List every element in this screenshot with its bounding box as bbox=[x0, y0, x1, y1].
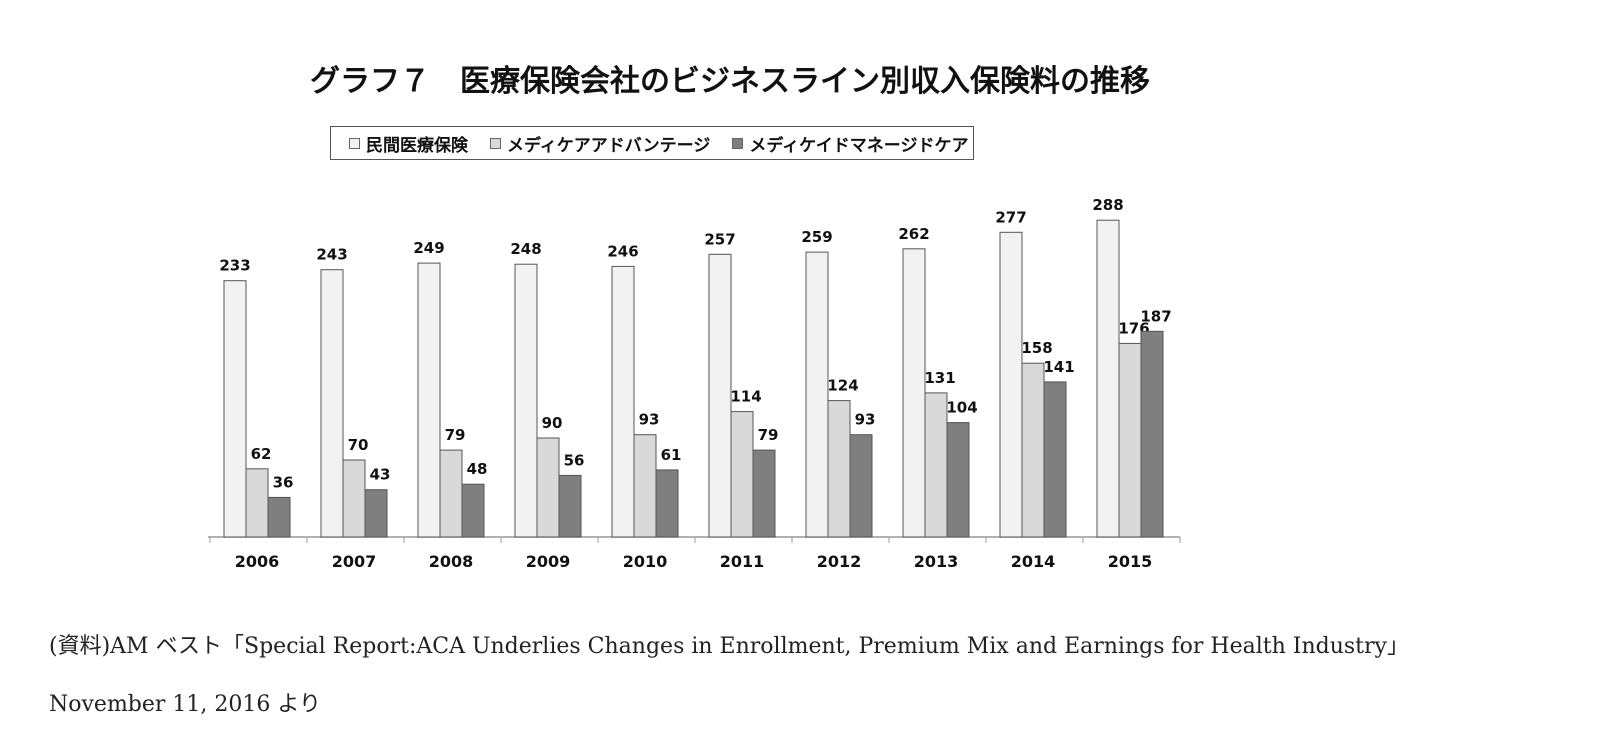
data-label-2012-series-0: 259 bbox=[801, 228, 832, 246]
x-tick-label-2008: 2008 bbox=[429, 552, 474, 571]
data-label-2011-series-2: 79 bbox=[758, 426, 779, 444]
legend-item-medicare-advantage: メディケアアドバンテージ bbox=[490, 131, 710, 156]
x-tick-label-2014: 2014 bbox=[1011, 552, 1056, 571]
bar-2009-series-0 bbox=[514, 263, 538, 538]
x-tick-label-2012: 2012 bbox=[817, 552, 862, 571]
data-label-2006-series-0: 233 bbox=[219, 257, 250, 275]
data-label-2010-series-2: 61 bbox=[661, 446, 682, 464]
bar-2013-series-1 bbox=[924, 392, 948, 538]
legend-item-medicaid-managed-care: メディケイドマネージドケア bbox=[732, 131, 968, 156]
legend-swatch-medicare-advantage bbox=[490, 137, 501, 149]
data-label-2013-series-0: 262 bbox=[898, 225, 929, 243]
legend-label-medicaid-managed-care: メディケイドマネージドケア bbox=[749, 135, 969, 156]
data-label-2006-series-1: 62 bbox=[251, 445, 272, 463]
bar-2010-series-1 bbox=[633, 434, 657, 538]
data-label-2015-series-2: 187 bbox=[1140, 307, 1171, 325]
bar-2007-series-2 bbox=[364, 489, 388, 538]
bar-2013-series-0 bbox=[902, 248, 926, 538]
legend-label-private-medical: 民間医療保険 bbox=[366, 135, 468, 156]
x-tick-label-2007: 2007 bbox=[332, 552, 377, 571]
data-label-2007-series-2: 43 bbox=[370, 466, 391, 484]
data-label-2012-series-2: 93 bbox=[855, 411, 876, 429]
bar-2010-series-0 bbox=[611, 265, 635, 538]
data-label-2007-series-0: 243 bbox=[316, 246, 347, 264]
bar-2007-series-1 bbox=[342, 459, 366, 538]
bar-2007-series-0 bbox=[320, 269, 344, 538]
data-label-2007-series-1: 70 bbox=[348, 436, 369, 454]
bar-2014-series-0 bbox=[999, 231, 1023, 538]
bar-2012-series-1 bbox=[827, 400, 851, 538]
bar-2014-series-2 bbox=[1043, 381, 1067, 538]
bar-2006-series-1 bbox=[245, 468, 269, 538]
x-tick-label-2009: 2009 bbox=[526, 552, 571, 571]
data-label-2015-series-0: 288 bbox=[1092, 196, 1123, 214]
chart-legend: 民間医療保険 メディケアアドバンテージ メディケイドマネージドケア bbox=[330, 126, 974, 160]
x-tick-label-2010: 2010 bbox=[623, 552, 668, 571]
source-note: (資料)AM ベスト「Special Report:ACA Underlies … bbox=[49, 634, 1409, 659]
bar-2012-series-0 bbox=[805, 251, 829, 538]
data-label-2014-series-2: 141 bbox=[1043, 358, 1074, 376]
data-label-2014-series-0: 277 bbox=[995, 208, 1026, 226]
data-label-2013-series-2: 104 bbox=[946, 399, 977, 417]
data-label-2010-series-0: 246 bbox=[607, 242, 638, 260]
data-label-2009-series-1: 90 bbox=[542, 414, 563, 432]
data-label-2014-series-1: 158 bbox=[1021, 339, 1052, 357]
bar-2009-series-2 bbox=[558, 474, 582, 538]
chart-title: グラフ７ 医療保険会社のビジネスライン別収入保険料の推移 bbox=[310, 64, 1150, 99]
bar-2008-series-0 bbox=[417, 262, 441, 538]
bar-2015-series-0 bbox=[1096, 219, 1120, 538]
data-label-2012-series-1: 124 bbox=[827, 377, 858, 395]
data-label-2010-series-1: 93 bbox=[639, 411, 660, 429]
data-label-2011-series-0: 257 bbox=[704, 230, 735, 248]
legend-label-medicare-advantage: メディケアアドバンテージ bbox=[507, 135, 711, 156]
data-label-2006-series-2: 36 bbox=[273, 473, 294, 491]
legend-swatch-medicaid-managed-care bbox=[732, 137, 744, 149]
bar-2015-series-1 bbox=[1118, 342, 1142, 538]
x-tick-label-2013: 2013 bbox=[914, 552, 959, 571]
data-label-2008-series-1: 79 bbox=[445, 426, 466, 444]
bar-2015-series-2 bbox=[1140, 330, 1164, 538]
bar-2006-series-0 bbox=[223, 280, 247, 538]
bar-2008-series-2 bbox=[461, 483, 485, 538]
bar-2011-series-2 bbox=[752, 449, 776, 538]
data-label-2008-series-2: 48 bbox=[467, 460, 488, 478]
bar-2008-series-1 bbox=[439, 449, 463, 538]
bar-2012-series-2 bbox=[849, 434, 873, 538]
legend-item-private-medical: 民間医療保険 bbox=[349, 131, 468, 156]
x-tick-label-2006: 2006 bbox=[235, 552, 280, 571]
x-tick-label-2015: 2015 bbox=[1108, 552, 1153, 571]
data-label-2013-series-1: 131 bbox=[924, 369, 955, 387]
bar-2013-series-2 bbox=[946, 422, 970, 538]
data-label-2009-series-2: 56 bbox=[564, 451, 585, 469]
bar-2011-series-1 bbox=[730, 411, 754, 538]
bar-2010-series-2 bbox=[655, 469, 679, 538]
source-note-date: November 11, 2016 より bbox=[49, 692, 321, 717]
x-tick-label-2011: 2011 bbox=[720, 552, 765, 571]
bar-2009-series-1 bbox=[536, 437, 560, 538]
data-label-2008-series-0: 249 bbox=[413, 239, 444, 257]
bar-2011-series-0 bbox=[708, 253, 732, 538]
data-label-2011-series-1: 114 bbox=[730, 388, 761, 406]
legend-swatch-private-medical bbox=[349, 137, 360, 149]
data-label-2009-series-0: 248 bbox=[510, 240, 541, 258]
bar-2006-series-2 bbox=[267, 496, 291, 538]
bar-2014-series-1 bbox=[1021, 362, 1045, 538]
